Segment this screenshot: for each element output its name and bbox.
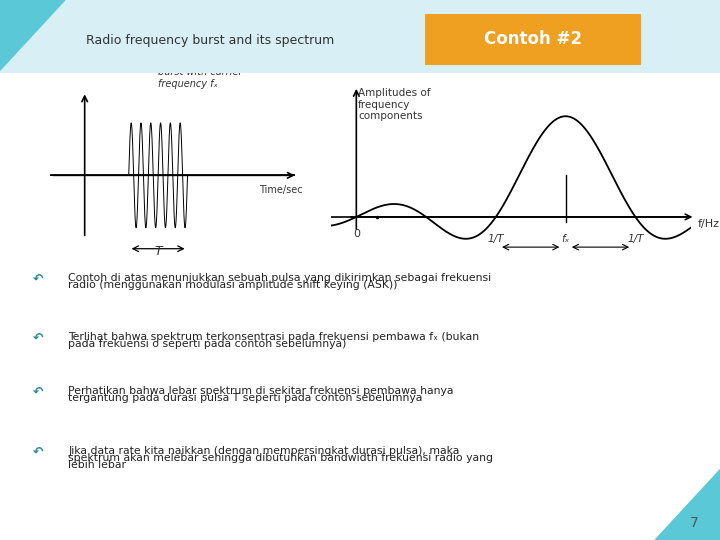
Text: spektrum akan melebar sehingga dibutuhkan bandwidth frekuensi radio yang: spektrum akan melebar sehingga dibutuhka… <box>68 453 493 463</box>
Text: ↶: ↶ <box>32 332 43 345</box>
Text: ↶: ↶ <box>32 386 43 399</box>
Text: Radio frequency
burst with carrier
frequency fₓ: Radio frequency burst with carrier frequ… <box>158 56 243 89</box>
Text: ↶: ↶ <box>32 446 43 458</box>
Text: Perhatikan bahwa lebar spektrum di sekitar frekuensi pembawa hanya: Perhatikan bahwa lebar spektrum di sekit… <box>68 386 454 396</box>
Polygon shape <box>0 0 65 70</box>
Text: lebih lebar: lebih lebar <box>68 460 127 470</box>
Text: tergantung pada durasi pulsa T seperti pada contoh sebelumnya: tergantung pada durasi pulsa T seperti p… <box>68 393 423 403</box>
Text: fₓ: fₓ <box>562 234 570 244</box>
Text: f/Hz: f/Hz <box>698 219 720 229</box>
Text: 0: 0 <box>353 229 360 239</box>
FancyBboxPatch shape <box>0 0 720 73</box>
Text: Time/sec: Time/sec <box>258 185 302 195</box>
Text: T: T <box>154 245 162 258</box>
Text: pada frekuensi o seperti pada contoh sebelumnya): pada frekuensi o seperti pada contoh seb… <box>68 339 347 349</box>
Text: Amplitudes of
frequency
components: Amplitudes of frequency components <box>358 88 431 122</box>
Polygon shape <box>655 470 720 540</box>
Text: ↶: ↶ <box>32 273 43 286</box>
Text: 1/T: 1/T <box>487 234 504 244</box>
Text: Radio frequency burst and its spectrum: Radio frequency burst and its spectrum <box>86 34 335 47</box>
Text: Terlihat bahwa spektrum terkonsentrasi pada frekuensi pembawa fₓ (bukan: Terlihat bahwa spektrum terkonsentrasi p… <box>68 332 480 342</box>
Text: Jika data rate kita naikkan (dengan mempersingkat durasi pulsa), maka: Jika data rate kita naikkan (dengan memp… <box>68 446 460 456</box>
Text: 7: 7 <box>690 516 698 530</box>
Text: Contoh di atas menunjukkan sebuah pulsa yang dikirimkan sebagai frekuensi: Contoh di atas menunjukkan sebuah pulsa … <box>68 273 492 283</box>
Text: Contoh #2: Contoh #2 <box>484 30 582 48</box>
Text: radio (menggunakan modulasi amplitude shift keying (ASK)): radio (menggunakan modulasi amplitude sh… <box>68 280 398 290</box>
FancyBboxPatch shape <box>425 14 641 65</box>
Text: 1/T: 1/T <box>627 234 644 244</box>
